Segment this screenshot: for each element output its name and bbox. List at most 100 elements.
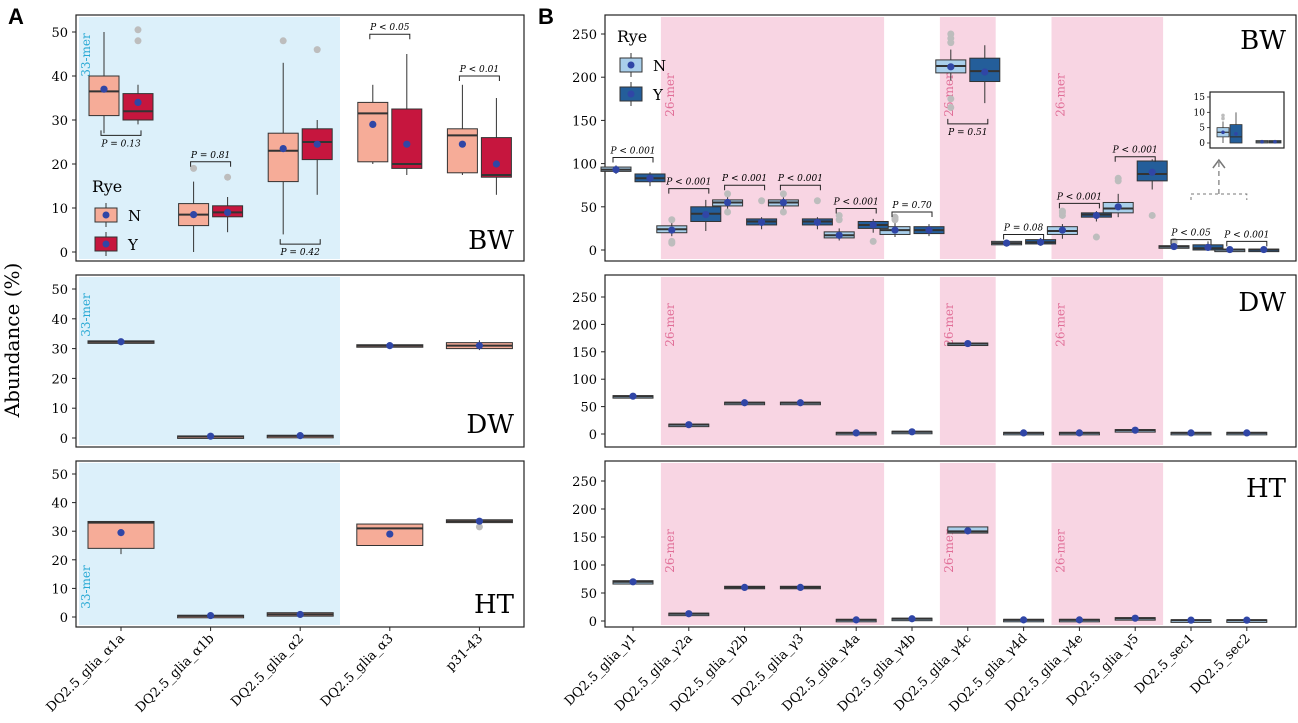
p-value-label: P < 0.001 (833, 198, 879, 208)
mean-point (475, 517, 483, 525)
p-value-label: P < 0.001 (609, 147, 655, 157)
legend-entry: N (653, 57, 666, 75)
mean-point (835, 231, 843, 239)
x-tick-label: DQ2.5_glia_α2 (228, 631, 307, 710)
y-axis-label: Abundance (%) (0, 263, 24, 419)
outlier-point (724, 208, 732, 216)
mean-point (1187, 616, 1195, 624)
box-n (88, 75, 120, 117)
inset-y-tick-label: 0 (1199, 139, 1205, 149)
mean-point (296, 610, 304, 619)
significance-bracket (779, 184, 821, 191)
mean-point (403, 140, 411, 148)
box-y (480, 137, 512, 178)
region-26mer (939, 17, 996, 259)
mean-point (134, 98, 142, 106)
legend-entry: Y (652, 86, 664, 104)
inset-y-tick-label: 5 (1199, 124, 1205, 134)
mean-point (224, 208, 232, 216)
region-label-26mer: 26-mer (1054, 529, 1068, 573)
region-26mer (1051, 463, 1164, 625)
mean-point (1003, 239, 1011, 247)
mean-point (313, 140, 321, 148)
y-tick-label: 30 (51, 343, 68, 358)
subplot-label: BW (468, 226, 514, 256)
y-tick-label: 100 (572, 373, 597, 388)
outlier-point (779, 190, 787, 198)
mean-point (981, 68, 989, 76)
mean-point (458, 140, 466, 148)
y-tick-label: 40 (51, 70, 68, 85)
x-tick-label: DQ2.5_glia_α3 (318, 631, 397, 710)
mean-point (779, 198, 788, 207)
y-tick-label: 0 (589, 615, 597, 630)
plot-frame (75, 274, 525, 448)
mean-point (1148, 168, 1156, 176)
region-label-26mer: 26-mer (1054, 303, 1068, 347)
y-tick-label: 30 (51, 525, 68, 540)
mean-point (1037, 238, 1045, 246)
mean-point (1131, 614, 1139, 622)
mean-point (1204, 243, 1212, 252)
significance-bracket (190, 161, 232, 167)
outlier-point (224, 173, 232, 181)
outlier-point (947, 103, 955, 111)
region-26mer (939, 463, 996, 625)
mean-point (296, 432, 304, 440)
p-value-label: P = 0.13 (100, 139, 141, 149)
region-label-33mer: 33-mer (79, 565, 93, 609)
y-tick-label: 150 (572, 114, 597, 129)
outlier-point (1148, 211, 1156, 219)
significance-bracket (100, 130, 142, 136)
mean-point (1243, 429, 1251, 437)
outlier-point (947, 39, 955, 47)
y-tick-label: 0 (60, 611, 68, 626)
p-value-label: P = 0.70 (891, 201, 932, 211)
legend-key-mean (627, 61, 635, 69)
significance-bracket (724, 184, 766, 191)
outlier-point (668, 239, 676, 247)
box-n (267, 132, 299, 183)
mean-point (207, 432, 215, 440)
mean-point (1020, 429, 1028, 437)
mean-point (1243, 616, 1251, 624)
legend-entry: N (128, 207, 141, 225)
outlier-point (724, 190, 732, 198)
y-tick-label: 100 (572, 158, 597, 173)
mean-point (852, 616, 860, 624)
subplot-label: DW (466, 410, 514, 440)
p-value-label: P = 0.81 (190, 151, 230, 161)
mean-point (117, 529, 125, 537)
mean-point (1075, 429, 1083, 437)
significance-bracket (1114, 156, 1156, 162)
legend-title: Rye (617, 27, 647, 46)
p-value-label: P < 0.001 (665, 178, 711, 188)
region-26mer (1051, 17, 1164, 259)
region-26mer (939, 277, 996, 445)
y-tick-label: 20 (51, 554, 68, 569)
p-value-label: P < 0.001 (1223, 230, 1269, 240)
mean-point (279, 145, 287, 153)
mean-point (117, 338, 125, 346)
y-tick-label: 50 (580, 201, 597, 216)
significance-bracket (835, 208, 877, 214)
outlier-point (1058, 209, 1066, 217)
legend-key-mean (102, 211, 110, 219)
outlier-point (134, 26, 142, 34)
mean-point (741, 583, 749, 592)
outlier-point (190, 164, 198, 172)
mean-point (758, 218, 766, 226)
subplot-label: HT (1246, 474, 1287, 504)
outlier-point (279, 37, 287, 45)
y-tick-label: 0 (589, 244, 597, 259)
mean-point (908, 615, 916, 623)
outlier-point (313, 46, 321, 54)
box-n (357, 101, 389, 163)
y-tick-label: 200 (572, 71, 597, 86)
p-value-label: P < 0.001 (1112, 146, 1158, 156)
y-tick-label: 100 (572, 559, 597, 574)
significance-bracket (279, 239, 321, 245)
y-tick-label: 20 (51, 158, 68, 173)
mean-point (1058, 226, 1066, 234)
